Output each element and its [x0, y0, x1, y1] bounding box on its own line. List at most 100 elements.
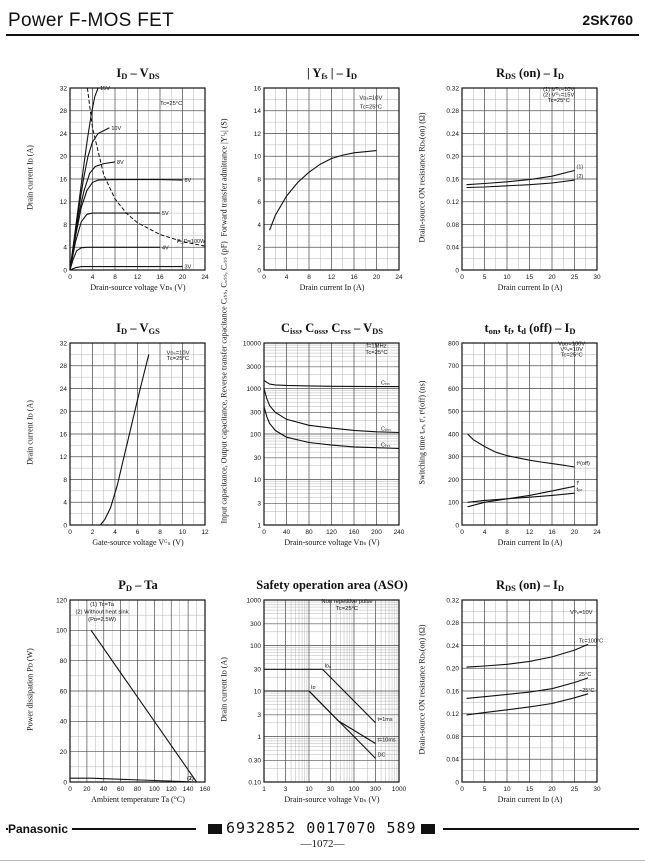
- pd_ta-ytick-label: 0: [63, 779, 67, 786]
- aso-series-label: t=10ms: [377, 738, 395, 744]
- id_vds-ytick-label: 12: [60, 199, 68, 206]
- rds_id_2-series-label: Tc=100°C: [579, 638, 603, 644]
- rds_id_2-xtick-label: 25: [571, 786, 579, 793]
- rds_id_2-xtick-label: 20: [548, 786, 556, 793]
- id_vgs-xtick-label: 0: [68, 529, 72, 536]
- switch_id-ytick-label: 300: [448, 454, 459, 461]
- switch_id-plot: 0 4 8 12 16 20 24 0 100 200 300 400 500 600 700 800 tᵈ(o…: [448, 340, 601, 536]
- id_vds-series-line: [69, 246, 160, 271]
- id_vgs-series-line: [99, 354, 150, 526]
- id_vds-xtick-label: 8: [113, 274, 117, 281]
- id_vgs-title-sub: D: [121, 326, 128, 336]
- cap_vds-ytick-label: 30: [254, 455, 262, 462]
- cap_vds-xlabel: Drain-source voltage Vᴅₛ (V): [284, 538, 380, 547]
- id_vgs-ytick-label: 4: [63, 500, 67, 507]
- switch_id-ytick-label: 400: [448, 431, 459, 438]
- rds_id_1-annotation: (1) Vᴳₛ=10V: [543, 86, 574, 93]
- yfs_id-title-part: | Y: [307, 66, 322, 80]
- pd_ta-annotation: (2) Without heat sink: [75, 610, 128, 616]
- rds_id_2-ytick-label: 0.08: [446, 734, 459, 741]
- aso-series-label: t=1ms: [377, 717, 392, 723]
- rds_id_2-ytick-label: 0.16: [446, 688, 459, 695]
- pd_ta-xtick-label: 40: [100, 786, 108, 793]
- barcode-number: 6932852 0017070 589: [226, 819, 417, 837]
- rds_id_2-grid: [461, 599, 598, 783]
- switch_id-series-line: [467, 433, 575, 468]
- aso-xlabel: Drain-source voltage Vᴅₛ (V): [284, 795, 380, 804]
- id_vgs-title-part: – V: [127, 321, 149, 335]
- pd_ta-xtick-label: 120: [166, 786, 177, 793]
- id_vds-title: ID – VDS: [31, 66, 246, 81]
- yfs_id-title: | Yfs | – ID: [225, 66, 440, 81]
- id_vds-title-sub: D: [121, 71, 128, 81]
- rds_id_1-annotation: (2) Vᴳₛ=15V: [543, 92, 574, 99]
- cap_vds-ylabel: Input capacitance, Output capacitance, R…: [219, 241, 229, 524]
- cap_vds-series-label: Cᵣₛₛ: [381, 443, 390, 449]
- id_vds-xlabel: Drain-source voltage Vᴅₛ (V): [90, 283, 186, 292]
- switch_id-xtick-label: 24: [593, 529, 601, 536]
- id_vgs-xtick-label: 12: [201, 529, 209, 536]
- aso-series-line: [322, 668, 376, 724]
- id_vds-series-line: [69, 127, 110, 271]
- yfs_id-xtick-label: 20: [373, 274, 381, 281]
- aso-series-line: [308, 690, 376, 744]
- rds_id_2-ytick-label: 0.20: [446, 666, 459, 673]
- cap_vds-title-part: , C: [325, 321, 341, 335]
- yfs_id-annotation: Vᴅₛ=10V: [359, 95, 382, 101]
- pd_ta-xtick-label: 60: [117, 786, 125, 793]
- yfs_id-xtick-label: 24: [395, 274, 403, 281]
- yfs_id-ytick-label: 0: [257, 267, 261, 274]
- rds_id_2-series-line: [466, 643, 589, 668]
- switch_id-series-label: tᵈ(off): [577, 460, 590, 467]
- cap_vds-series-label: Cₒₛₛ: [381, 426, 391, 432]
- yfs_id-xtick-label: 12: [328, 274, 336, 281]
- pd_ta-grid: [69, 599, 206, 783]
- yfs_id-annotation: Tc=25°C: [360, 104, 382, 110]
- pd_ta-ytick-label: 100: [56, 628, 67, 635]
- yfs_id-series-line: [269, 150, 377, 231]
- cap_vds-title-sub: iss: [290, 326, 299, 336]
- header-rule: [6, 34, 639, 36]
- id_vds-series-line: [69, 212, 160, 271]
- id_vds-xtick-label: 4: [91, 274, 95, 281]
- id_vds-series-line: [69, 179, 183, 271]
- switch_id-title-sub: D: [569, 326, 576, 336]
- rds_id_1-ytick-label: 0.08: [446, 222, 459, 229]
- cap_vds-title-part: C: [280, 321, 291, 335]
- id_vds-ytick-label: 24: [60, 131, 68, 138]
- switch_id-title: ton, tf, td (off) – ID: [423, 321, 638, 336]
- pd_ta-ytick-label: 60: [60, 688, 68, 695]
- switch_id-title-part: , t: [497, 321, 509, 335]
- id_vds-ylabel: Drain current Iᴅ (A): [25, 145, 35, 210]
- switch_id-title-part: , t: [510, 321, 522, 335]
- rds_id_1-series-line: [466, 169, 575, 186]
- rds_id_2-ylabel: Drain-source ON resistance Rᴅₛ(on) (Ω): [417, 624, 427, 755]
- rds_id_2-series-label: 25°C: [579, 672, 591, 678]
- rds_id_2-xlabel: Drain current Iᴅ (A): [497, 795, 563, 804]
- id_vds-xtick-label: 20: [179, 274, 187, 281]
- pd_ta-ytick-label: 20: [60, 749, 68, 756]
- cap_vds-series-label: Cᵢₛₛ: [381, 381, 390, 387]
- switch_id-ytick-label: 800: [448, 340, 459, 347]
- switch_id-xtick-label: 4: [483, 529, 487, 536]
- rds_id_2-ytick-label: 0.28: [446, 620, 459, 627]
- rds_id_1-xtick-label: 5: [483, 274, 487, 281]
- cap_vds-title: Ciss, Coss, Crss – VDS: [225, 321, 440, 336]
- id_vgs-grid: [69, 342, 206, 526]
- yfs_id-grid: [263, 87, 400, 271]
- yfs_id-xtick-label: 8: [307, 274, 311, 281]
- switch_id-xtick-label: 8: [505, 529, 509, 536]
- yfs_id-ytick-label: 4: [257, 222, 261, 229]
- switch_id-ytick-label: 100: [448, 500, 459, 507]
- switch_id-series-label: tₒₙ: [577, 487, 584, 493]
- rds_id_1-title-sub: DS: [504, 71, 516, 81]
- aso-xtick-label: 10: [305, 786, 313, 793]
- rds_id_2-ytick-label: 0.24: [446, 643, 459, 650]
- id_vds-ytick-label: 20: [60, 154, 68, 161]
- switch_id-ytick-label: 600: [448, 386, 459, 393]
- id_vds-curve-label: 15V: [100, 86, 110, 92]
- id_vgs-xtick-label: 2: [91, 529, 95, 536]
- brand-logo: Panasonic: [8, 822, 73, 836]
